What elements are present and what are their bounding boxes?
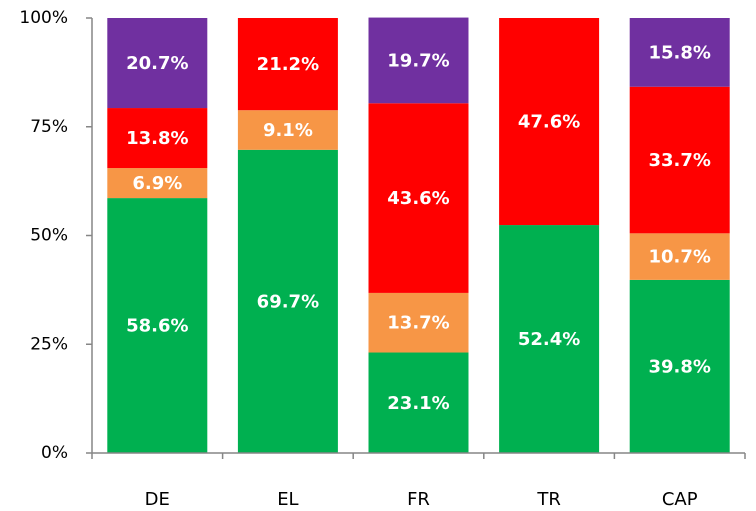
y-tick-label: 0% (41, 443, 68, 463)
bar-segment (368, 292, 469, 353)
bar-segment (368, 103, 469, 293)
x-tick-label: DE (145, 489, 170, 510)
bar-segment (629, 18, 730, 87)
value-label: 19.7% (387, 50, 449, 71)
bar-segment (368, 352, 469, 453)
value-label: 43.6% (387, 188, 449, 209)
bar-segment (237, 149, 338, 453)
bar-segment (237, 110, 338, 150)
value-label: 9.1% (263, 120, 313, 141)
value-label: 13.7% (387, 313, 449, 334)
bar-segment (629, 86, 730, 234)
y-tick-label: 50% (30, 226, 68, 246)
bar-segment (629, 279, 730, 453)
x-tick-label: FR (407, 489, 430, 510)
y-tick-label: 25% (30, 334, 68, 354)
value-label: 21.2% (257, 54, 319, 75)
value-label: 58.6% (126, 316, 188, 337)
value-label: 15.8% (648, 42, 710, 63)
bar-segment (629, 233, 730, 280)
x-tick-label: TR (536, 489, 561, 510)
bar-segment (499, 225, 600, 453)
value-label: 13.8% (126, 128, 188, 149)
value-label: 20.7% (126, 53, 188, 74)
x-tick-label: CAP (662, 489, 698, 510)
bar-segment (107, 108, 208, 169)
value-label: 69.7% (257, 291, 319, 312)
bar-segment (368, 17, 469, 104)
value-label: 23.1% (387, 393, 449, 414)
bar-segment (107, 168, 208, 199)
bar-segment (237, 18, 338, 111)
y-tick-label: 75% (30, 117, 68, 137)
x-tick-label: EL (277, 489, 298, 510)
value-label: 33.7% (648, 150, 710, 171)
value-label: 6.9% (132, 173, 182, 194)
y-tick-label: 100% (19, 8, 68, 28)
value-label: 39.8% (648, 356, 710, 377)
bar-segment (107, 198, 208, 453)
value-label: 10.7% (648, 247, 710, 268)
value-label: 47.6% (518, 112, 580, 133)
bar-segment (499, 18, 600, 226)
bar-segment (107, 18, 208, 109)
value-label: 52.4% (518, 329, 580, 350)
